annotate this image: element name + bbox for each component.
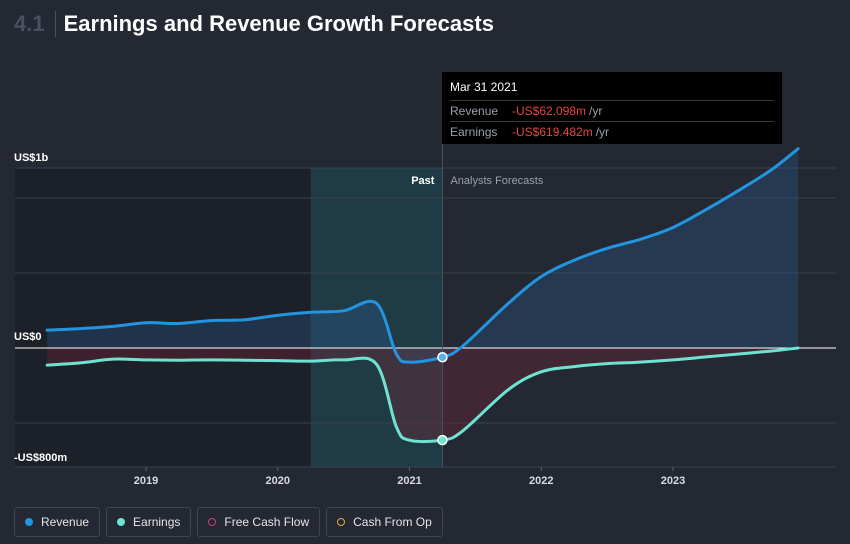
tooltip-earnings-value: -US$619.482m <box>512 125 593 139</box>
x-tick-label-3: 2022 <box>529 475 553 487</box>
legend-free-cash-flow-label: Free Cash Flow <box>224 515 310 529</box>
past-year-highlight-region <box>310 168 443 467</box>
tooltip-earnings-unit: /yr <box>595 125 610 139</box>
legend-free-cash-flow[interactable]: Free Cash Flow <box>197 507 321 537</box>
revenue-area <box>47 148 799 363</box>
earnings-area <box>47 348 799 442</box>
tooltip-row-revenue: Revenue -US$62.098m /yr <box>450 100 774 121</box>
chart-tooltip: Mar 31 2021 Revenue -US$62.098m /yr Earn… <box>442 72 782 144</box>
x-tick-label-2: 2021 <box>397 475 421 487</box>
chart-legend: Revenue Earnings Free Cash Flow Cash Fro… <box>14 507 443 537</box>
y-tick-label-2: -US$800m <box>14 452 67 464</box>
x-tick-label-1: 2020 <box>266 475 290 487</box>
x-tick-label-0: 2019 <box>134 475 158 487</box>
earnings-highlight-point <box>437 434 448 446</box>
legend-earnings-label: Earnings <box>133 515 181 529</box>
cash-from-op-ring-icon <box>337 518 346 526</box>
forecast-label: Analysts Forecasts <box>450 175 543 187</box>
legend-cash-from-op-label: Cash From Op <box>353 515 432 529</box>
tooltip-date: Mar 31 2021 <box>450 80 518 94</box>
section-header: 4.1 Earnings and Revenue Growth Forecast… <box>14 8 494 40</box>
earnings-line <box>45 346 800 444</box>
earnings-dot-icon <box>117 518 126 526</box>
section-number: 4.1 <box>14 11 45 36</box>
y-tick-label-0: US$1b <box>14 152 49 164</box>
header-divider <box>54 11 56 37</box>
tooltip-revenue-unit: /yr <box>589 104 603 118</box>
tooltip-row-earnings: Earnings -US$619.482m /yr <box>450 121 774 142</box>
tooltip-earnings-label: Earnings <box>450 125 498 139</box>
chart-title: Earnings and Revenue Growth Forecasts <box>63 11 494 36</box>
revenue-highlight-point <box>437 351 448 363</box>
revenue-dot-icon <box>25 518 33 526</box>
legend-cash-from-op[interactable]: Cash From Op <box>326 507 443 537</box>
past-label: Past <box>411 175 435 187</box>
earnings-revenue-chart[interactable]: US$1b US$0 -US$800m 2019 2020 2021 2022 2023 Pas… <box>0 0 850 500</box>
y-tick-label-1: US$0 <box>14 331 42 343</box>
legend-revenue-label: Revenue <box>41 515 90 529</box>
free-cash-flow-ring-icon <box>208 518 217 526</box>
x-tick-label-4: 2023 <box>661 475 685 487</box>
legend-earnings[interactable]: Earnings <box>106 507 192 537</box>
legend-revenue[interactable]: Revenue <box>14 507 101 537</box>
tooltip-revenue-label: Revenue <box>450 104 499 118</box>
tooltip-revenue-value: -US$62.098m <box>512 104 587 118</box>
revenue-line <box>45 147 800 364</box>
